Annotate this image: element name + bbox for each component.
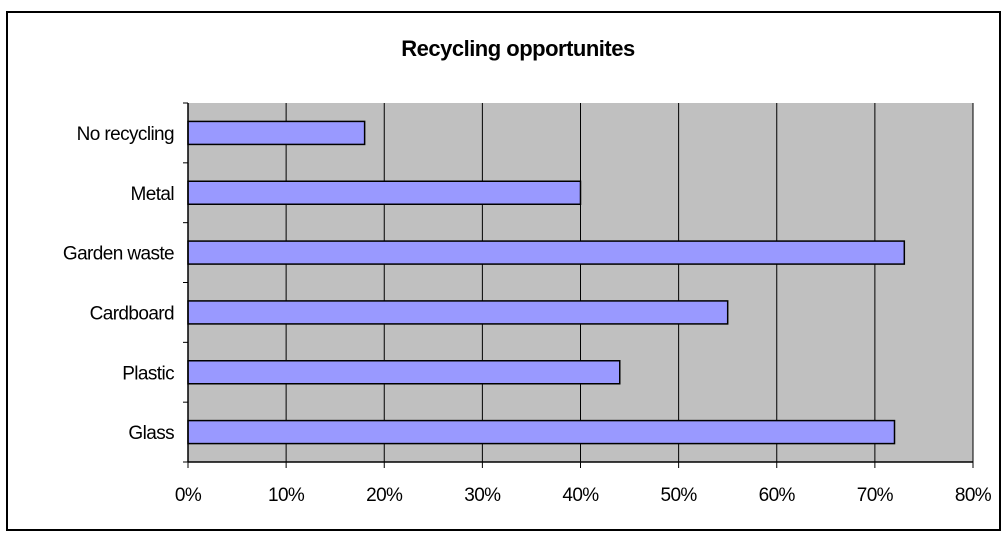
bar: [187, 120, 366, 146]
bar: [187, 360, 621, 385]
category-label: Cardboard: [90, 303, 174, 324]
x-tick-label: 10%: [268, 485, 305, 506]
x-tick-label: 0%: [175, 485, 202, 506]
category-label: Garden waste: [63, 244, 174, 265]
category-label: No recycling: [77, 124, 174, 145]
category-label: Metal: [131, 184, 174, 205]
category-labels: Glass Plastic Cardboard Garden waste Metal No…: [63, 124, 175, 444]
category-label: Glass: [128, 423, 174, 444]
x-tick-label: 20%: [366, 485, 403, 506]
bars: [187, 120, 906, 445]
bar: [187, 240, 906, 265]
x-tick-label: 40%: [562, 485, 599, 506]
x-tick-label: 30%: [464, 485, 501, 506]
x-tick-label: 60%: [759, 485, 796, 506]
grid-lines: [285, 103, 974, 462]
x-tick-labels: 0% 10% 20% 30% 40% 50% 60% 70% 80%: [175, 485, 993, 506]
bar: [187, 419, 896, 445]
x-tick-label: 80%: [955, 485, 992, 506]
bar: [187, 300, 729, 325]
chart-title: Recycling opportunites: [401, 36, 635, 61]
bar: [187, 180, 582, 205]
axes: [183, 102, 974, 468]
x-tick-label: 50%: [661, 485, 698, 506]
x-tick-label: 70%: [857, 485, 894, 506]
category-label: Plastic: [122, 363, 174, 384]
